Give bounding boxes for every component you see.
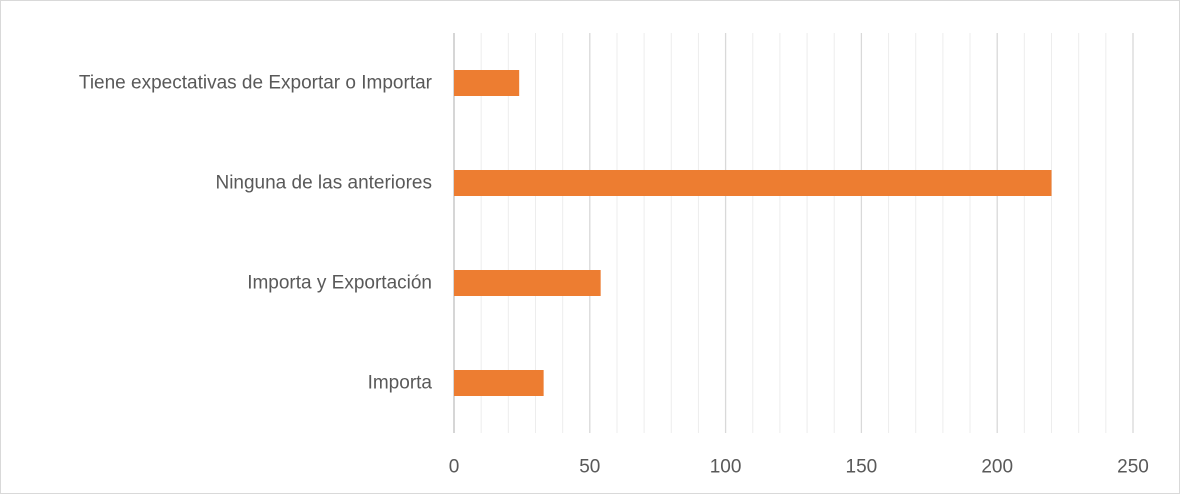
- category-label: Importa: [368, 373, 433, 394]
- grid-lines: [453, 33, 1134, 433]
- bar: [454, 370, 544, 396]
- x-tick-label: 50: [579, 457, 600, 478]
- category-label: Importa y Exportación: [247, 273, 432, 294]
- bar: [454, 170, 1052, 196]
- category-label: Ninguna de las anteriores: [215, 173, 432, 194]
- bars: [454, 70, 1052, 396]
- bar: [454, 70, 520, 96]
- x-tick-label: 250: [1117, 457, 1149, 478]
- category-label: Tiene expectativas de Exportar o Importa…: [79, 73, 433, 94]
- x-tick-label: 150: [846, 457, 878, 478]
- x-tick-labels: 0 50 100 150 200 250: [449, 457, 1149, 478]
- x-tick-label: 0: [449, 457, 460, 478]
- x-tick-label: 100: [710, 457, 742, 478]
- bar: [454, 270, 601, 296]
- category-labels: Tiene expectativas de Exportar o Importa…: [79, 73, 433, 394]
- x-tick-label: 200: [981, 457, 1013, 478]
